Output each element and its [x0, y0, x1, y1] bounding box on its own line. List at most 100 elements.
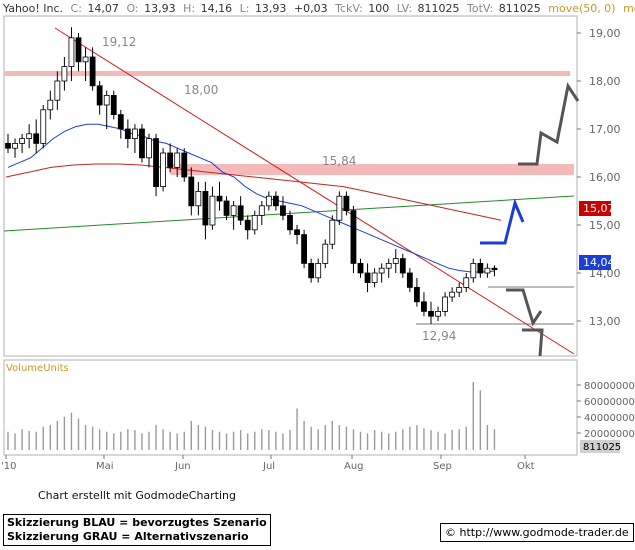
- candle-body: [188, 176, 195, 207]
- candle-body: [124, 128, 131, 139]
- candle-body: [442, 296, 449, 312]
- candle-body: [54, 80, 61, 101]
- x-tick-label: '10: [1, 461, 16, 472]
- scenario-gray-up-path: [518, 82, 580, 166]
- candle-body: [33, 133, 40, 144]
- candle-body: [12, 142, 18, 149]
- candle-body: [413, 286, 420, 303]
- candles-group: [5, 27, 498, 324]
- header-h-value: 14,16: [201, 2, 233, 15]
- source-url[interactable]: http://www.godmode-trader.de: [459, 526, 629, 539]
- header-symbol: Yahoo! Inc.: [2, 2, 63, 15]
- downtrend-line: [54, 27, 575, 355]
- y-tick-label: 14,00: [589, 267, 621, 280]
- header-tckv-value: 100: [368, 2, 389, 15]
- candle-body: [89, 56, 96, 87]
- scenario-legend-box: Skizzierung BLAU = bevorzugtes Szenario …: [3, 514, 271, 546]
- candle-body: [223, 200, 230, 216]
- resistance-zone-15-84: [170, 164, 574, 175]
- candle-body: [160, 152, 167, 187]
- candle-body: [315, 262, 322, 279]
- candle-body: [463, 277, 470, 288]
- candle-body: [174, 152, 181, 168]
- volume-current-label: 811025: [583, 442, 621, 453]
- candle-body: [421, 301, 427, 312]
- price-marker-14-04-box: [579, 255, 611, 270]
- candle-body: [103, 95, 110, 106]
- candle-body: [40, 109, 47, 144]
- volume-y-axis: 80000000 60000000 40000000 20000000: [577, 381, 635, 440]
- legend-blue-text: Skizzierung BLAU = bevorzugtes Szenario: [7, 516, 267, 529]
- level-label-15-84: 15,84: [322, 154, 356, 168]
- header-c-value: 14,07: [87, 2, 119, 15]
- x-tick-label: Jun: [174, 461, 191, 472]
- scenario-gray-down-path: [522, 328, 544, 357]
- candle-body: [484, 267, 491, 274]
- header-ma-slow: move(200, 0): [623, 2, 635, 15]
- scenario-gray-mid-path: [506, 288, 543, 327]
- candle-body: [230, 205, 237, 216]
- candle-body: [131, 128, 138, 139]
- header-ma-fast: move(50, 0): [548, 2, 615, 15]
- volume-bars-group: [7, 381, 496, 450]
- header-lv-label: LV:: [397, 2, 412, 15]
- vol-tick-label: 80000000: [584, 381, 635, 392]
- y-tick-label: 15,00: [589, 219, 621, 232]
- candle-body: [82, 56, 89, 63]
- candle-body: [456, 286, 463, 293]
- vol-tick-label: 60000000: [584, 397, 635, 408]
- header-totv-label: TotV:: [466, 2, 493, 15]
- candle-body: [146, 138, 152, 159]
- time-x-axis: '10 Mai Jun Jul Aug Sep Okt: [1, 455, 535, 472]
- level-label-19-12: 19,12: [102, 35, 136, 49]
- chart-credit: Chart erstellt mit GodmodeCharting: [38, 489, 236, 502]
- candle-body: [117, 114, 124, 130]
- candle-body: [428, 310, 434, 317]
- candle-body: [5, 142, 11, 149]
- candle-body: [68, 37, 75, 67]
- vol-tick-label: 20000000: [584, 429, 635, 440]
- candle-body: [181, 152, 188, 178]
- candle-body: [364, 272, 371, 283]
- x-tick-label: Okt: [517, 461, 535, 472]
- candle-body: [477, 262, 484, 274]
- scenario-blue-path: [480, 198, 525, 245]
- candle-body: [392, 258, 399, 264]
- candle-body: [216, 195, 223, 202]
- x-tick-label: Mai: [96, 461, 114, 472]
- candle-body: [357, 262, 364, 274]
- sma50-line: [7, 123, 494, 273]
- level-label-18-00: 18,00: [184, 83, 218, 97]
- source-url-box[interactable]: © http://www.godmode-trader.de: [440, 523, 634, 542]
- candle-body: [308, 262, 315, 279]
- volume-current-box: [580, 440, 620, 453]
- candle-body: [75, 37, 82, 63]
- candle-body: [19, 138, 26, 144]
- candle-body: [258, 205, 265, 216]
- chart-header: Yahoo! Inc. C: 14,07 O: 13,93 H: 14,16 L…: [2, 2, 635, 15]
- level-label-12-94: 12,94: [422, 329, 456, 343]
- candle-body: [406, 272, 413, 288]
- candle-body: [26, 133, 33, 140]
- header-o-label: O:: [126, 2, 138, 15]
- candle-body: [139, 128, 145, 159]
- candle-body: [350, 210, 357, 264]
- candle-body: [343, 195, 350, 211]
- candle-body: [202, 190, 209, 226]
- header-l-value: 13,93: [255, 2, 287, 15]
- header-tckv-label: TckV:: [334, 2, 363, 15]
- vol-tick-label: 40000000: [584, 413, 635, 424]
- candle-body: [61, 66, 68, 82]
- x-tick-label: Aug: [344, 461, 364, 472]
- candle-body: [280, 205, 286, 216]
- candle-body: [251, 214, 258, 231]
- candle-body: [167, 152, 174, 168]
- candle-body: [272, 195, 279, 207]
- candle-body: [47, 99, 54, 111]
- candle-body: [371, 272, 378, 283]
- candle-body: [336, 195, 343, 221]
- price-marker-15-07: 15,07: [583, 202, 615, 215]
- header-o-value: 13,93: [144, 2, 176, 15]
